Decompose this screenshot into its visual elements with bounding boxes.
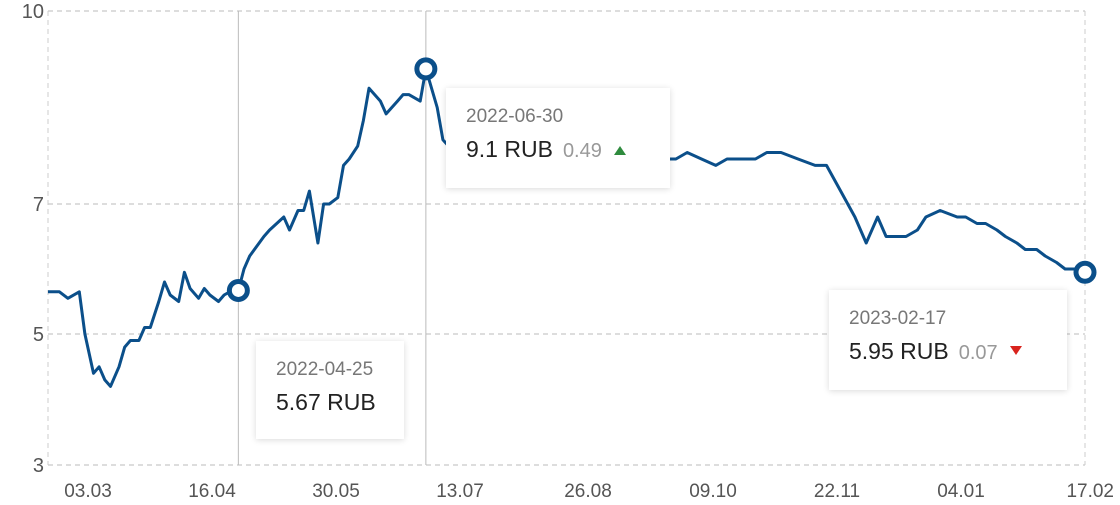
tooltip-change: 0.49 [562, 140, 602, 162]
x-tick-label: 22.11 [814, 481, 860, 502]
data-point-marker[interactable] [414, 57, 438, 81]
tooltip-value: 5.67 RUB [276, 389, 376, 415]
tooltip-value: 5.95 RUB [849, 338, 949, 364]
x-tick-label: 09.10 [689, 481, 737, 502]
tooltip-2023-02-17: 2023-02-17 5.95 RUB 0.07 [829, 290, 1067, 390]
series-line [48, 67, 1086, 388]
tooltip-2022-04-25: 2022-04-25 5.67 RUB [256, 341, 404, 439]
crosshair-lines [237, 11, 427, 465]
data-point-marker[interactable] [1073, 260, 1097, 284]
x-tick-label: 17.02 [1066, 481, 1114, 502]
x-tick-label: 30.05 [312, 481, 360, 502]
tooltip-2022-06-30: 2022-06-30 9.1 RUB 0.49 [446, 88, 670, 188]
tooltip-date: 2022-06-30 [466, 106, 564, 127]
y-tick-label: 5 [33, 324, 44, 346]
tooltip-date: 2023-02-17 [849, 308, 947, 329]
x-tick-label: 04.01 [937, 481, 985, 502]
x-tick-label: 13.07 [436, 481, 484, 502]
marker-layer [226, 57, 1097, 302]
y-tick-label: 10 [22, 1, 44, 23]
y-axis-ticks: 3 5 7 10 [22, 1, 44, 477]
tooltip-value: 9.1 RUB [466, 136, 553, 162]
tooltip-date: 2022-04-25 [276, 359, 374, 380]
grid [47, 10, 1086, 466]
y-tick-label: 3 [33, 455, 44, 477]
y-tick-label: 7 [33, 194, 44, 216]
tooltip-change: 0.07 [958, 342, 998, 364]
x-axis-ticks: 03.03 16.04 30.05 13.07 26.08 09.10 22.11 04.01… [64, 481, 1114, 502]
trend-down-icon [1009, 346, 1022, 355]
trend-up-icon [613, 146, 626, 155]
series-layer [48, 67, 1086, 388]
x-tick-label: 03.03 [64, 481, 112, 502]
x-tick-label: 16.04 [188, 481, 236, 502]
data-point-marker[interactable] [226, 278, 250, 302]
x-tick-label: 26.08 [564, 481, 612, 502]
